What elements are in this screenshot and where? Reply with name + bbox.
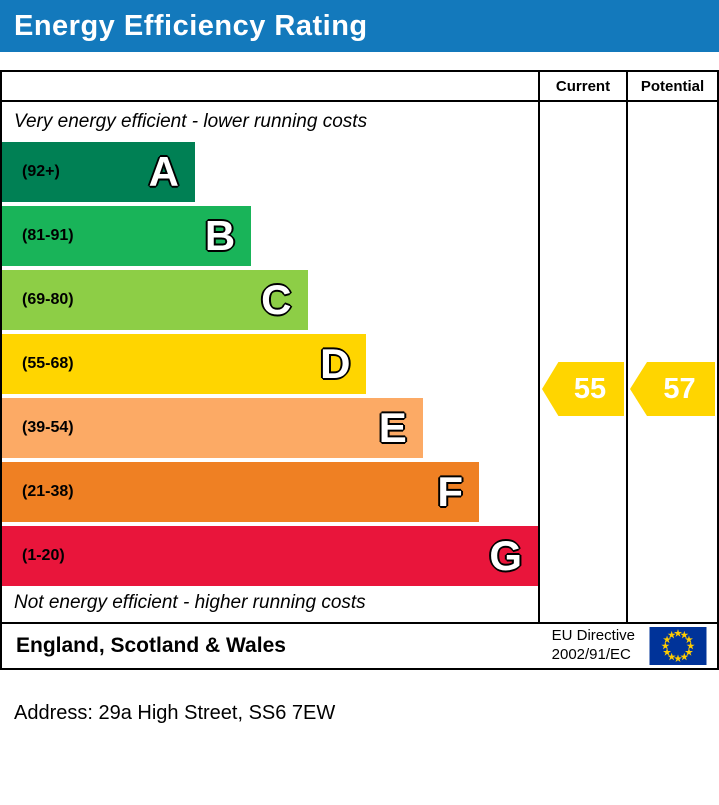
eu-flag-star	[673, 654, 683, 663]
header-spacer	[2, 72, 538, 100]
eu-flag-star	[673, 629, 683, 637]
address-line: Address: 29a High Street, SS6 7EW	[14, 702, 336, 724]
eu-flag-star	[686, 641, 695, 650]
band-row-d: (55-68) D	[2, 334, 538, 394]
eu-flag-star	[684, 635, 693, 644]
band-bar-b: (81-91) B	[2, 206, 252, 266]
potential-column: 57	[626, 102, 717, 622]
band-row-c: (69-80) C	[2, 270, 538, 330]
eu-flag-star	[663, 648, 672, 656]
band-range-label: (92+)	[22, 163, 60, 180]
eu-flag-star	[680, 630, 689, 639]
eu-flag-star	[684, 648, 693, 656]
potential-rating-arrow: 57	[630, 362, 715, 416]
bands-area: Very energy efficient - lower running co…	[2, 102, 538, 622]
band-letter: F	[437, 468, 464, 515]
band-letter: D	[320, 340, 351, 387]
potential-column-header: Potential	[626, 72, 717, 100]
eu-flag-star	[661, 641, 670, 650]
band-letter: A	[148, 148, 179, 195]
eu-flag-star	[663, 635, 672, 644]
band-row-a: (92+) A	[2, 142, 538, 202]
chart-footer: England, Scotland & Wales EU Directive 2…	[2, 622, 717, 668]
rating-bands: (92+) A (81-91) B (69-80) C (55-68) D (39-54) E (2…	[2, 142, 538, 586]
eu-directive-line2: 2002/91/EC	[551, 646, 631, 663]
band-range-label: (1-20)	[22, 547, 65, 564]
title-bar: Energy Efficiency Rating	[0, 0, 719, 52]
band-bar-d: (55-68) D	[2, 334, 367, 394]
band-row-b: (81-91) B	[2, 206, 538, 266]
bottom-note: Not energy efficient - higher running co…	[14, 592, 366, 613]
page-title: Energy Efficiency Rating	[14, 9, 368, 42]
band-range-label: (39-54)	[22, 419, 74, 436]
eu-flag-star	[667, 652, 676, 661]
eu-directive-line1: EU Directive	[551, 627, 635, 645]
eu-directive-label: EU Directive 2002/91/EC	[552, 627, 635, 665]
eu-flag-icon	[649, 627, 707, 665]
band-range-label: (55-68)	[22, 355, 74, 372]
band-bar-g: (1-20) G	[2, 526, 538, 586]
band-range-label: (21-38)	[22, 483, 74, 500]
chart-body: Very energy efficient - lower running co…	[2, 102, 717, 622]
epc-chart: Current Potential Very energy efficient …	[0, 70, 719, 670]
band-row-e: (39-54) E	[2, 398, 538, 458]
band-bar-a: (92+) A	[2, 142, 195, 202]
band-range-label: (69-80)	[22, 291, 74, 308]
band-bar-c: (69-80) C	[2, 270, 308, 330]
top-note: Very energy efficient - lower running co…	[14, 111, 368, 132]
band-bar-f: (21-38) F	[2, 462, 480, 522]
band-bar-e: (39-54) E	[2, 398, 423, 458]
current-column: 55	[538, 102, 626, 622]
current-rating-arrow: 55	[542, 362, 624, 416]
band-letter: C	[261, 276, 292, 323]
band-letter: E	[378, 404, 407, 451]
current-column-header: Current	[538, 72, 626, 100]
band-row-g: (1-20) G	[2, 526, 538, 586]
band-row-f: (21-38) F	[2, 462, 538, 522]
chart-header-row: Current Potential	[2, 72, 717, 102]
eu-flag-star	[667, 630, 676, 639]
region-label: England, Scotland & Wales	[16, 634, 286, 657]
band-range-label: (81-91)	[22, 227, 74, 244]
band-letter: G	[489, 532, 522, 579]
band-letter: B	[204, 212, 236, 259]
eu-flag-star	[680, 652, 689, 661]
